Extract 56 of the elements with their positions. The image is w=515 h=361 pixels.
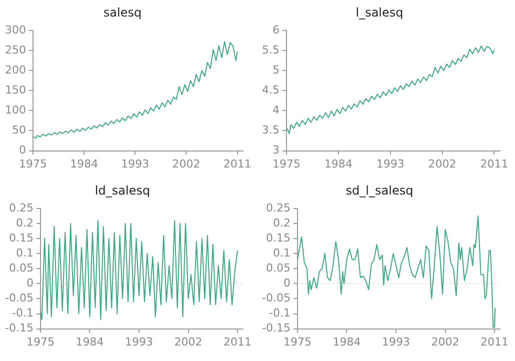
x-tick-label: 1975 [18, 157, 47, 170]
chart-title: l_salesq [356, 5, 404, 20]
y-tick-label: -0.15 [262, 322, 290, 335]
x-tick-label: 2002 [172, 157, 200, 170]
x-tick-label: 2011 [223, 157, 252, 170]
x-tick-label: 1984 [70, 157, 98, 170]
x-tick-label: 1975 [283, 335, 312, 348]
y-tick-label: 250 [4, 43, 26, 56]
y-tick-label: -0.1 [12, 306, 34, 320]
y-tick-label: 0.2 [272, 216, 290, 230]
x-tick-label: 2002 [431, 335, 460, 348]
x-tick-label: 2002 [428, 157, 456, 170]
x-tick-label: 1984 [324, 157, 352, 170]
x-tick-label: 1993 [121, 157, 150, 170]
chart-title: salesq [103, 5, 142, 20]
y-tick-label: -0.1 [268, 306, 290, 320]
x-tick-label: 1993 [376, 157, 404, 170]
y-tick-label: 0.1 [272, 246, 290, 260]
chart-title: ld_salesq [94, 183, 150, 198]
x-tick-label: 2002 [174, 335, 202, 348]
y-tick-label: 0.2 [16, 216, 34, 230]
y-tick-label: 6 [272, 23, 280, 36]
x-tick-label: 2011 [224, 335, 252, 348]
y-tick-label: 5 [272, 63, 280, 76]
x-tick-label: 1975 [272, 157, 300, 170]
x-tick-label: 1984 [76, 335, 104, 348]
y-tick-label: 0.25 [8, 201, 34, 214]
y-tick-label: 200 [4, 63, 26, 76]
y-tick-label: 150 [4, 83, 26, 96]
x-tick-label: 2011 [480, 157, 508, 170]
y-tick-label: 0.25 [266, 201, 290, 214]
y-tick-label: 4 [272, 104, 280, 117]
y-tick-label: 0.15 [266, 231, 290, 244]
y-tick-label: -0.05 [262, 292, 290, 305]
y-tick-label: 3.5 [262, 124, 280, 137]
y-tick-label: 0.15 [8, 231, 34, 244]
x-tick-label: 2011 [480, 335, 509, 348]
y-tick-label: 100 [4, 104, 26, 117]
y-tick-label: 300 [4, 23, 26, 36]
y-tick-label: -0.05 [4, 292, 34, 305]
y-tick-label: 0 [18, 144, 26, 157]
y-tick-label: 0 [283, 276, 290, 290]
x-tick-label: 1975 [26, 335, 54, 348]
y-tick-label: 4.5 [262, 83, 280, 96]
x-tick-label: 1993 [382, 335, 410, 348]
y-tick-label: -0.15 [4, 322, 34, 335]
y-tick-label: 0.05 [8, 261, 34, 274]
y-tick-label: 3 [272, 144, 280, 157]
x-tick-label: 1993 [124, 335, 153, 348]
y-tick-label: 0 [26, 276, 34, 290]
chart-title: sd_l_salesq [346, 183, 414, 198]
y-tick-label: 0.1 [16, 246, 34, 260]
y-tick-label: 5.5 [262, 43, 280, 56]
x-tick-label: 1984 [332, 335, 361, 348]
y-tick-label: 0.05 [266, 261, 290, 274]
y-tick-label: 50 [12, 124, 26, 137]
